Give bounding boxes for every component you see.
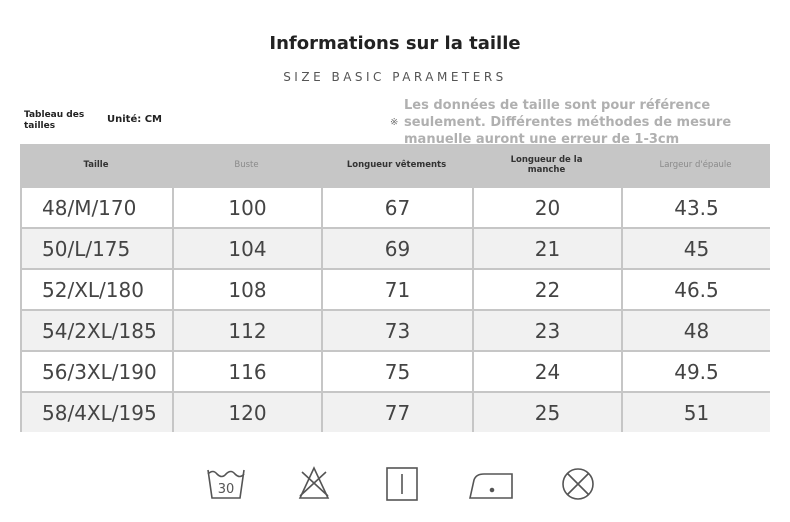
table-cell: 104: [174, 229, 321, 268]
table-cell: 43.5: [623, 188, 770, 227]
note-line: Les données de taille sont pour référenc…: [404, 98, 711, 113]
column-header: Buste: [234, 160, 259, 170]
column-header: Taille: [83, 160, 109, 170]
table-cell: 48/M/170: [22, 188, 172, 227]
wash-temp: 30: [218, 482, 235, 497]
table-cell: 21: [474, 229, 621, 268]
table-cell: 20: [474, 188, 621, 227]
table-cell: 23: [474, 311, 621, 350]
column-header: Longueur vêtements: [346, 160, 447, 170]
table-cell: 50/L/175: [22, 229, 172, 268]
table-cell: 48: [623, 311, 770, 350]
table-cell: 77: [323, 393, 472, 432]
table-cell: 58/4XL/195: [22, 393, 172, 432]
table-cell: 112: [174, 311, 321, 350]
subtitle: SIZE BASIC PARAMETERS: [283, 70, 507, 84]
table-cell: 69: [323, 229, 472, 268]
table-cell: 108: [174, 270, 321, 309]
note-line: manuelle auront une erreur de 1-3cm: [404, 132, 680, 147]
table-cell: 46.5: [623, 270, 770, 309]
table-label: Tableau des tailles: [24, 110, 85, 131]
table-cell: 45: [623, 229, 770, 268]
size-table: Taille Buste Longueur vêtements Longueur de…: [20, 144, 770, 432]
table-cell: 116: [174, 352, 321, 391]
table-cell: 67: [323, 188, 472, 227]
care-icons: 30: [207, 466, 594, 501]
table-cell: 25: [474, 393, 621, 432]
column-header: Longueur de la manche: [510, 155, 583, 175]
column-header: Largeur d'épaule: [659, 160, 732, 170]
table-cell: 120: [174, 393, 321, 432]
table-cell: 24: [474, 352, 621, 391]
table-cell: 22: [474, 270, 621, 309]
table-cell: 51: [623, 393, 770, 432]
note-mark: ※: [390, 117, 399, 128]
table-cell: 54/2XL/185: [22, 311, 172, 350]
iron-icon: [469, 473, 513, 499]
no-dryclean-icon: [562, 468, 594, 500]
table-cell: 75: [323, 352, 472, 391]
table-cell: 49.5: [623, 352, 770, 391]
no-bleach-icon: [298, 466, 330, 499]
table-cell: 71: [323, 270, 472, 309]
table-cell: 100: [174, 188, 321, 227]
unit: Unité: CM: [107, 114, 162, 125]
table-cell: 56/3XL/190: [22, 352, 172, 391]
dry-icon: [386, 467, 418, 501]
note-line: seulement. Différentes méthodes de mesur…: [404, 115, 732, 130]
title: Informations sur la taille: [269, 33, 521, 54]
table-cell: 73: [323, 311, 472, 350]
table-cell: 52/XL/180: [22, 270, 172, 309]
wash-icon: 30: [207, 469, 245, 499]
